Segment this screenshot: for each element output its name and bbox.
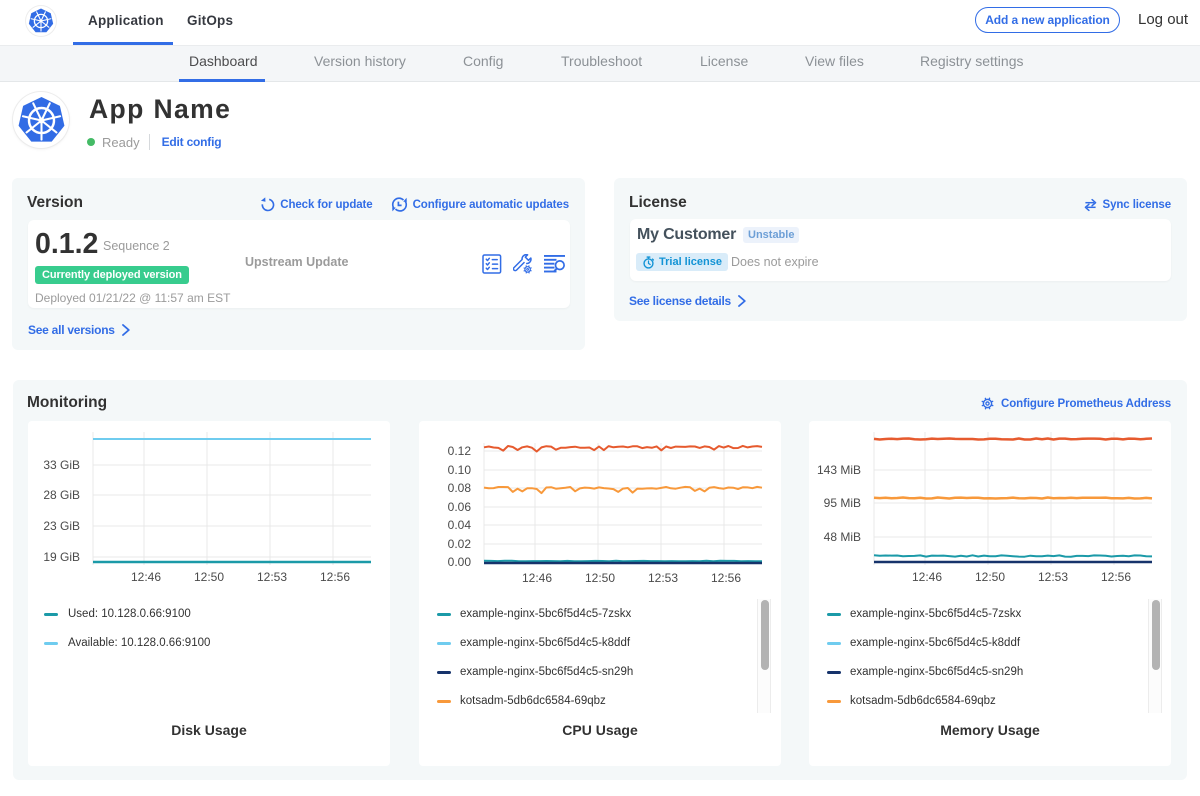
svg-text:0.12: 0.12	[448, 444, 472, 458]
svg-text:23 GiB: 23 GiB	[43, 519, 80, 533]
svg-text:33 GiB: 33 GiB	[43, 458, 80, 472]
svg-text:0.06: 0.06	[448, 500, 472, 514]
svg-text:12:50: 12:50	[585, 571, 615, 585]
svg-text:12:56: 12:56	[320, 570, 350, 584]
svg-text:0.00: 0.00	[448, 555, 472, 569]
svg-text:0.10: 0.10	[448, 463, 472, 477]
svg-text:19 GiB: 19 GiB	[43, 550, 80, 564]
svg-text:12:46: 12:46	[131, 570, 161, 584]
svg-text:0.08: 0.08	[448, 481, 472, 495]
svg-text:12:50: 12:50	[194, 570, 224, 584]
svg-text:0.02: 0.02	[448, 537, 472, 551]
svg-text:12:53: 12:53	[257, 570, 287, 584]
svg-text:0.04: 0.04	[448, 518, 472, 532]
svg-text:28 GiB: 28 GiB	[43, 488, 80, 502]
svg-text:12:56: 12:56	[711, 571, 741, 585]
svg-text:12:53: 12:53	[1038, 570, 1068, 584]
svg-text:95 MiB: 95 MiB	[824, 496, 861, 510]
svg-text:12:46: 12:46	[912, 570, 942, 584]
svg-text:12:56: 12:56	[1101, 570, 1131, 584]
svg-text:48 MiB: 48 MiB	[824, 530, 861, 544]
svg-text:12:46: 12:46	[522, 571, 552, 585]
svg-text:143 MiB: 143 MiB	[817, 463, 861, 477]
svg-text:12:50: 12:50	[975, 570, 1005, 584]
svg-text:12:53: 12:53	[648, 571, 678, 585]
